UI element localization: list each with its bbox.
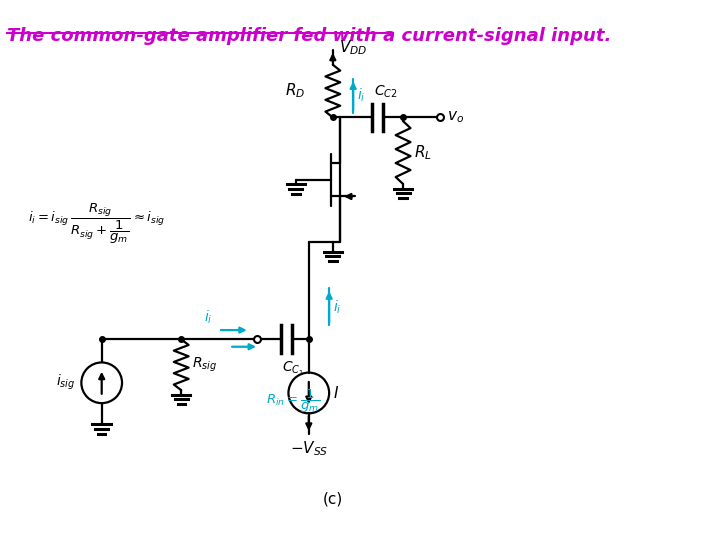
Text: $R_{sig}$: $R_{sig}$ (192, 356, 217, 374)
Text: $R_{in} = \dfrac{1}{g_m}$: $R_{in} = \dfrac{1}{g_m}$ (266, 387, 320, 415)
Text: $R_L$: $R_L$ (414, 143, 432, 162)
Text: $i_{sig}$: $i_{sig}$ (56, 373, 76, 393)
Text: $i_i$: $i_i$ (357, 87, 365, 104)
Text: $i_i$: $i_i$ (333, 298, 341, 316)
Text: $C_{C2}$: $C_{C2}$ (374, 84, 397, 100)
Text: $V_{DD}$: $V_{DD}$ (339, 39, 368, 57)
Text: $i_i$: $i_i$ (204, 309, 212, 326)
Text: $v_o$: $v_o$ (446, 110, 464, 125)
Text: (c): (c) (323, 492, 343, 507)
Text: $I$: $I$ (333, 385, 339, 401)
Text: $R_D$: $R_D$ (285, 82, 305, 100)
Text: $C_{C_1}$: $C_{C_1}$ (282, 360, 304, 378)
Text: The common-gate amplifier fed with a current-signal input.: The common-gate amplifier fed with a cur… (7, 27, 612, 45)
Text: $i_i = i_{sig}\,\dfrac{R_{sig}}{R_{sig}+\dfrac{1}{g_m}} \approx i_{sig}$: $i_i = i_{sig}\,\dfrac{R_{sig}}{R_{sig}+… (28, 201, 165, 246)
Text: $-V_{SS}$: $-V_{SS}$ (289, 439, 328, 458)
